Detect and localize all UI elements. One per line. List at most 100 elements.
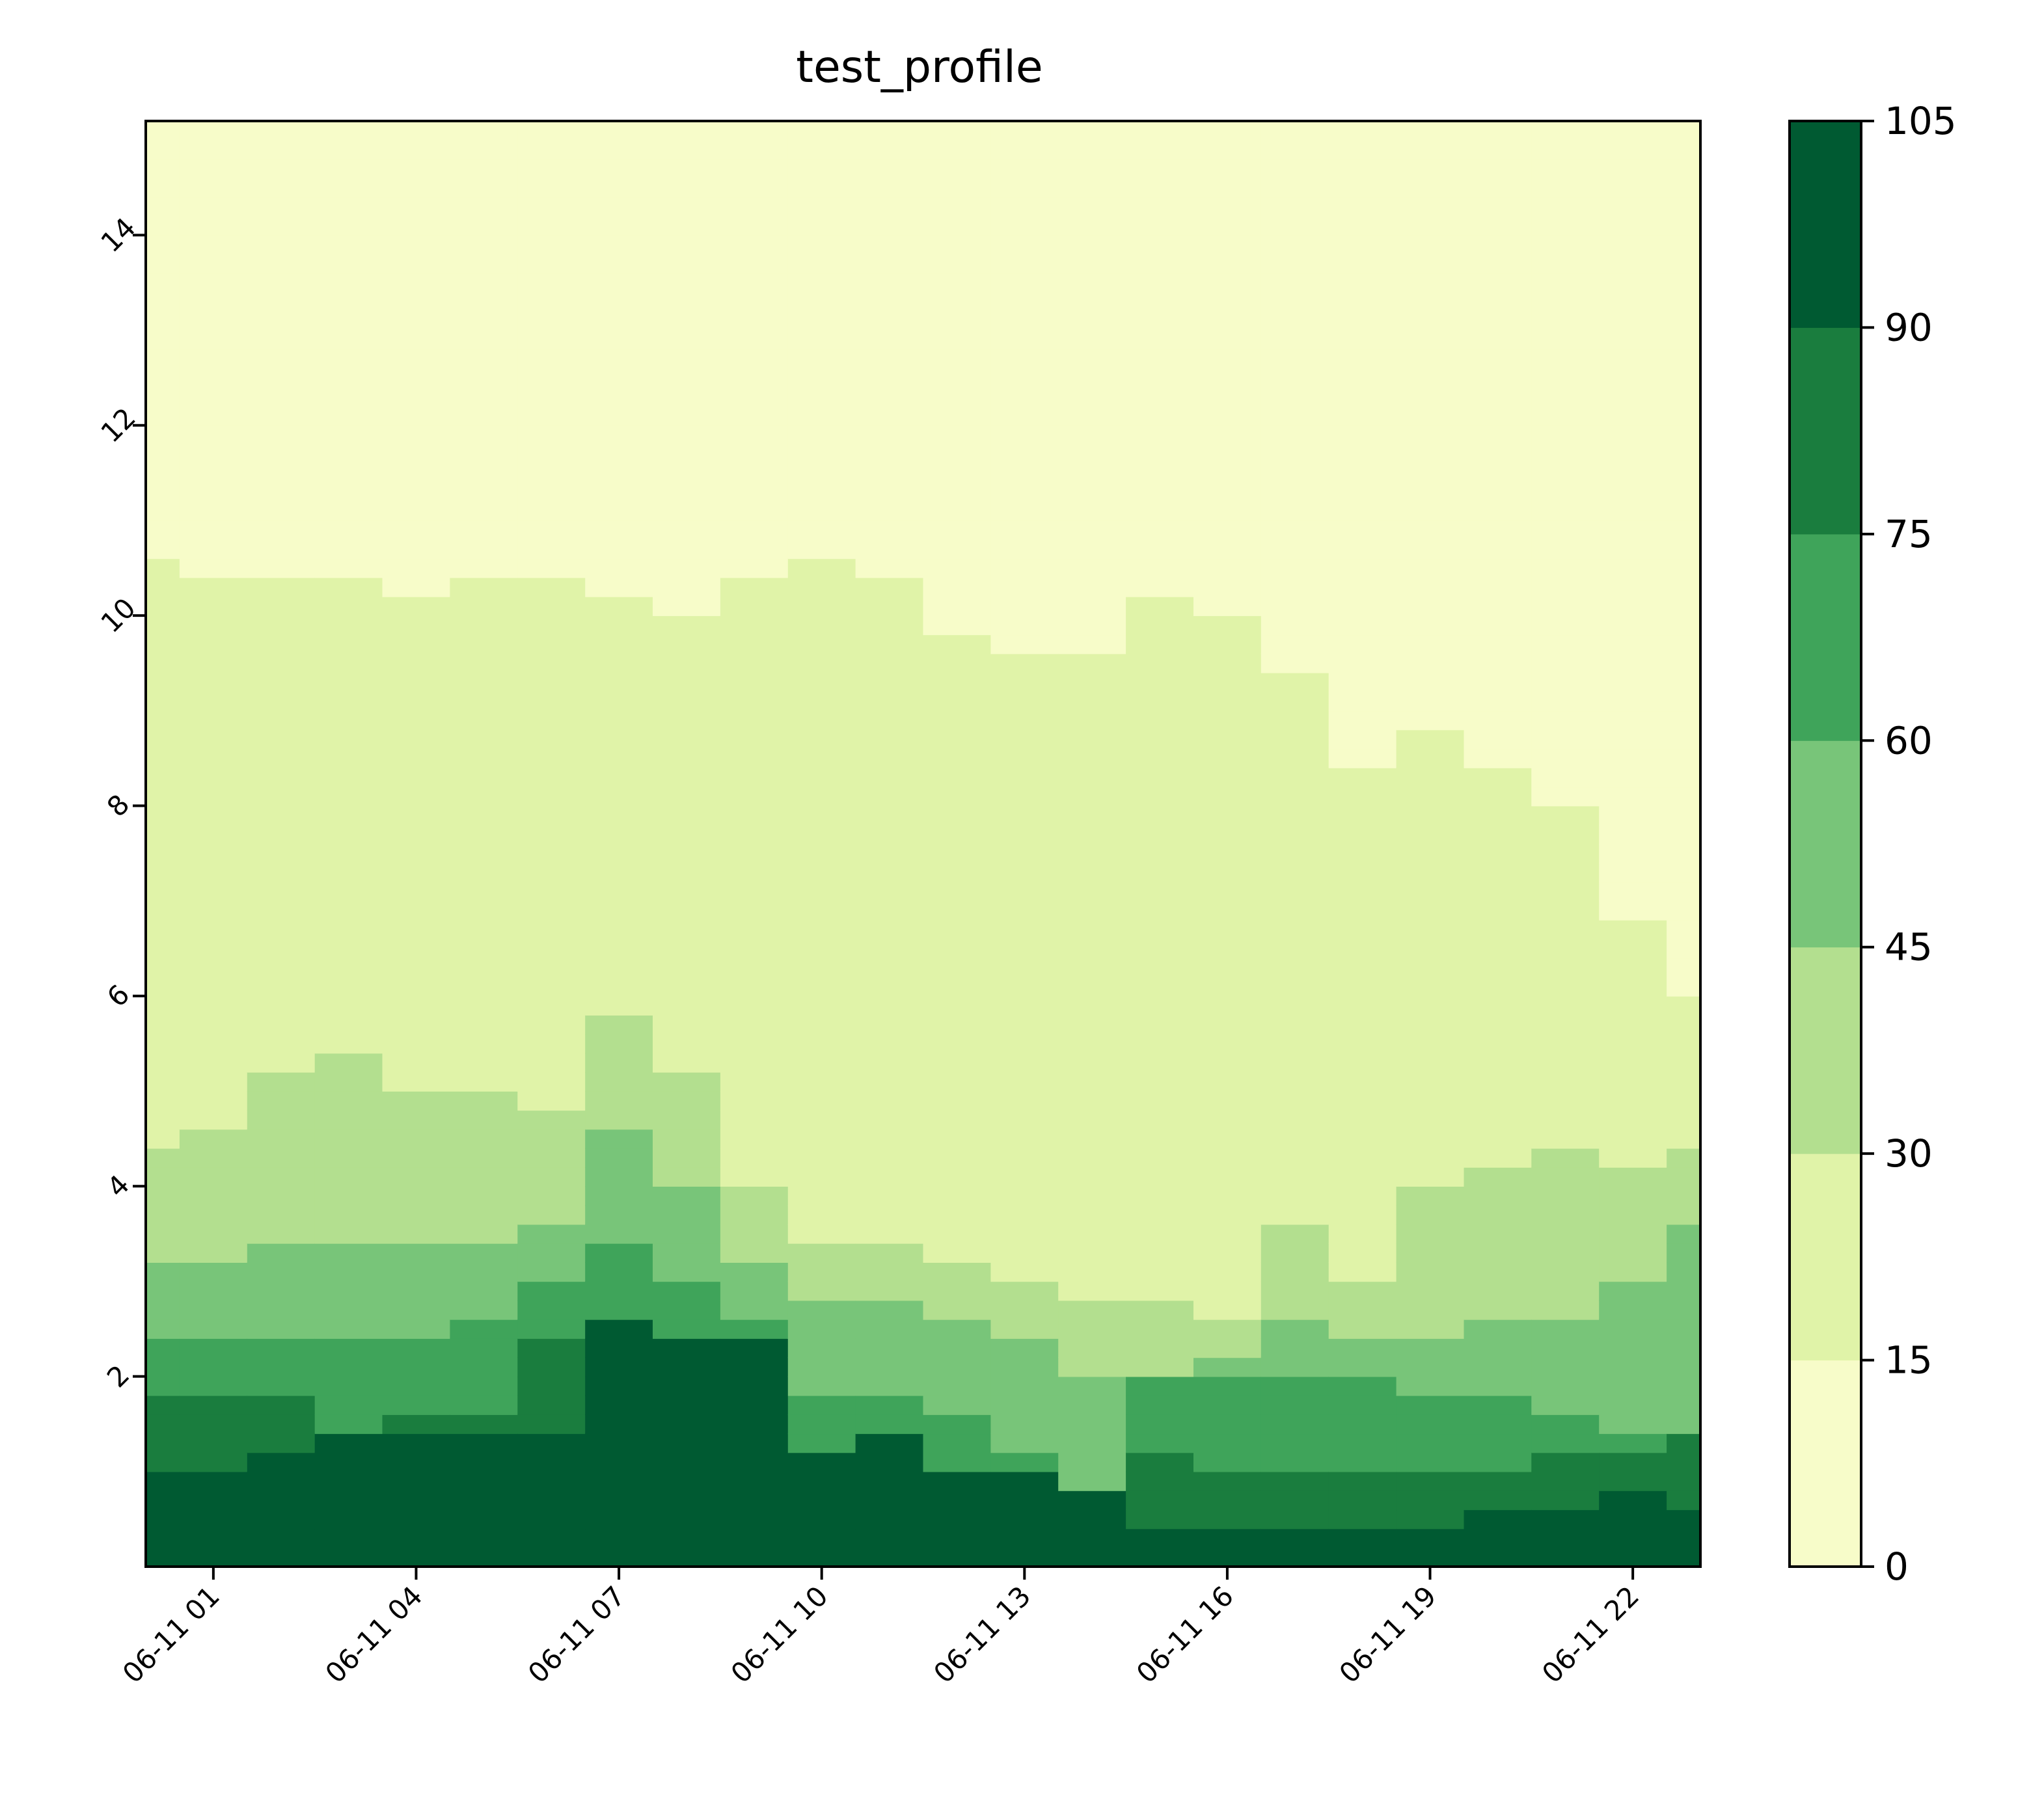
contour-cell <box>1058 939 1126 959</box>
contour-cell <box>1260 1262 1329 1282</box>
contour-cell <box>314 196 383 217</box>
contour-cell <box>1260 1167 1329 1187</box>
contour-cell <box>653 273 721 293</box>
contour-cell <box>787 1091 856 1111</box>
contour-cell <box>787 254 856 274</box>
contour-cell <box>585 1072 653 1092</box>
contour-cell <box>314 387 383 407</box>
contour-cell <box>1328 596 1397 616</box>
contour-cell <box>1193 577 1262 597</box>
contour-cell <box>1126 596 1194 616</box>
contour-cell <box>1193 425 1262 445</box>
contour-cell <box>923 368 992 388</box>
contour-cell <box>653 995 721 1016</box>
contour-cell <box>179 882 248 902</box>
contour-cell <box>1126 995 1194 1016</box>
contour-cell <box>450 196 519 217</box>
contour-cell <box>1193 1186 1262 1206</box>
contour-cell <box>585 292 653 312</box>
contour-cell <box>179 1034 248 1054</box>
contour-cell <box>1667 1167 1701 1187</box>
contour-cell <box>787 634 856 654</box>
contour-cell <box>720 140 789 160</box>
contour-cell <box>1126 254 1194 274</box>
contour-cell <box>787 995 856 1016</box>
contour-cell <box>653 558 721 578</box>
contour-cell <box>1464 1281 1533 1301</box>
contour-cell <box>146 692 180 712</box>
contour-cell <box>990 159 1059 179</box>
contour-cell <box>247 1110 316 1130</box>
contour-cell <box>1260 292 1329 312</box>
contour-cell <box>1464 330 1533 350</box>
contour-cell <box>1126 444 1194 464</box>
contour-cell <box>720 1357 789 1377</box>
contour-cell <box>585 882 653 902</box>
contour-cell <box>314 1034 383 1054</box>
contour-cell <box>1531 1167 1600 1187</box>
contour-cell <box>923 330 992 350</box>
contour-cell <box>720 520 789 540</box>
contour-cell <box>1396 729 1465 749</box>
contour-cell <box>1260 1205 1329 1225</box>
contour-cell <box>585 653 653 673</box>
contour-cell <box>990 273 1059 293</box>
contour-cell <box>382 653 451 673</box>
contour-cell <box>923 387 992 407</box>
contour-cell <box>179 1053 248 1073</box>
contour-cell <box>1667 292 1701 312</box>
contour-cell <box>517 787 586 807</box>
contour-cell <box>787 1452 856 1472</box>
contour-cell <box>146 140 180 160</box>
contour-cell <box>1126 1148 1194 1168</box>
contour-cell <box>923 1262 992 1282</box>
contour-cell <box>923 748 992 768</box>
contour-cell <box>923 1243 992 1263</box>
contour-cell <box>585 596 653 616</box>
contour-cell <box>517 1357 586 1377</box>
contour-cell <box>1328 1414 1397 1435</box>
contour-cell <box>855 844 924 863</box>
contour-cell <box>720 1015 789 1035</box>
contour-cell <box>990 1091 1059 1111</box>
contour-cell <box>382 1148 451 1168</box>
contour-cell <box>923 710 992 731</box>
contour-cell <box>1464 349 1533 369</box>
contour-cell <box>179 273 248 293</box>
contour-cell <box>1328 387 1397 407</box>
contour-cell <box>585 1376 653 1396</box>
contour-cell <box>314 1243 383 1263</box>
contour-cell <box>314 919 383 939</box>
contour-cell <box>1531 501 1600 521</box>
contour-cell <box>585 1547 653 1567</box>
contour-cell <box>1126 1167 1194 1187</box>
contour-cell <box>653 1528 721 1548</box>
contour-cell <box>1260 1471 1329 1491</box>
contour-cell <box>382 748 451 768</box>
contour-cell <box>653 787 721 807</box>
contour-cell <box>1667 596 1701 616</box>
contour-cell <box>720 615 789 636</box>
contour-cell <box>450 1300 519 1320</box>
contour-cell <box>1260 958 1329 978</box>
contour-cell <box>1531 768 1600 788</box>
contour-cell <box>382 292 451 312</box>
contour-cell <box>585 939 653 959</box>
contour-cell <box>1058 463 1126 483</box>
contour-cell <box>247 1319 316 1339</box>
contour-cell <box>382 178 451 198</box>
contour-cell <box>855 1471 924 1491</box>
colorbar-band <box>1790 740 1861 948</box>
contour-cell <box>450 844 519 863</box>
contour-cell <box>146 596 180 616</box>
contour-cell <box>450 1395 519 1415</box>
contour-cell <box>1464 596 1533 616</box>
contour-cell <box>653 805 721 826</box>
contour-cell <box>1599 672 1667 692</box>
contour-cell <box>653 1471 721 1491</box>
contour-cell <box>146 1053 180 1073</box>
contour-cell <box>450 216 519 236</box>
contour-cell <box>247 958 316 978</box>
contour-cell <box>1531 615 1600 636</box>
contour-cell <box>146 1243 180 1263</box>
